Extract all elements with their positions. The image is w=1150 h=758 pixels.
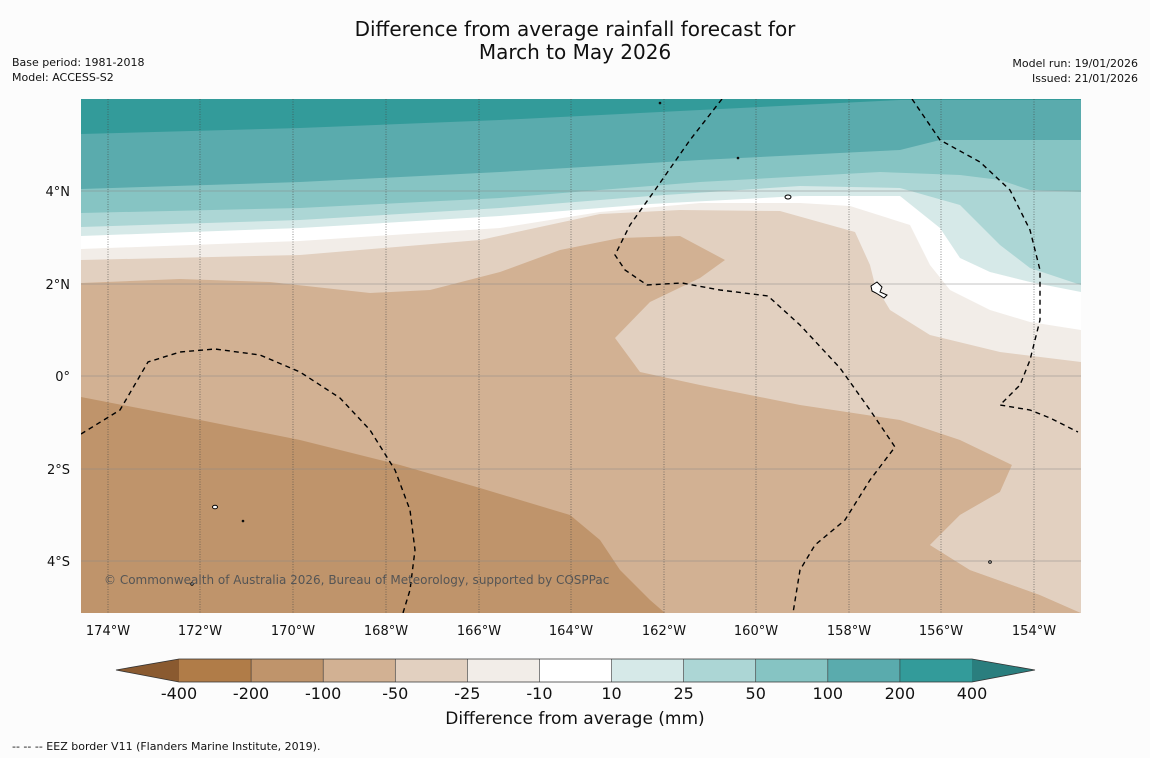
band-200-400 [81, 99, 1081, 134]
band-neg25-neg50-se [930, 450, 1081, 613]
model-run: Model run: 19/01/2026 [1012, 57, 1138, 70]
colorbar-cells [179, 659, 973, 682]
lon-label-160w: 160°W [734, 624, 778, 639]
eez-legend-note: -- -- -- EEZ border V11 (Flanders Marine… [12, 740, 321, 753]
lat-label-4s: 4°S [47, 555, 70, 570]
colorbar-tick-label: 200 [885, 684, 916, 703]
lon-labels: 174°W 172°W 170°W 168°W 166°W 164°W 162°… [86, 624, 1056, 639]
colorbar-cell [755, 659, 829, 682]
lon-label-172w: 172°W [178, 624, 222, 639]
lon-label-162w: 162°W [642, 624, 686, 639]
island-dot-3 [988, 560, 992, 564]
graticule-lon [107, 99, 1035, 613]
island-dot [241, 519, 245, 523]
colorbar-extend-high [972, 659, 1035, 682]
model-name: Model: ACCESS-S2 [12, 71, 114, 84]
colorbar-extend-low [116, 659, 179, 682]
title-line-2: March to May 2026 [478, 40, 672, 64]
lat-label-2n: 2°N [46, 278, 71, 293]
lat-labels: 4°N 2°N 0° 2°S 4°S [46, 185, 71, 570]
colorbar-tick-label: 50 [746, 684, 766, 703]
meta-right: Model run: 19/01/2026 Issued: 21/01/2026 [1012, 56, 1138, 86]
island-atoll [870, 281, 888, 299]
meta-left: Base period: 1981-2018 Model: ACCESS-S2 [12, 55, 144, 85]
chart-title: Difference from average rainfall forecas… [0, 18, 1150, 64]
colorbar-outline [115, 658, 1036, 683]
island-dot-5 [736, 156, 740, 160]
colorbar-cell [827, 659, 901, 682]
eez-border-west [81, 348, 416, 613]
colorbar-labels: -400 -200 -100 -50 -25 -10 10 25 50 100 200 400 [161, 684, 987, 703]
base-period: Base period: 1981-2018 [12, 56, 145, 69]
colorbar-cell [683, 659, 757, 682]
lon-label-166w: 166°W [457, 624, 501, 639]
colorbar-cell [323, 659, 396, 682]
colorbar-cell [611, 659, 685, 682]
colorbar-cell [539, 659, 613, 682]
colorbar-cell [467, 659, 540, 682]
colorbar-tick-label: 10 [601, 684, 621, 703]
colorbar-tick-label: -25 [454, 684, 480, 703]
map-area: © Commonwealth of Australia 2026, Bureau… [81, 99, 1081, 613]
eez-border-east [911, 99, 1079, 433]
lon-label-164w: 164°W [549, 624, 593, 639]
colorbar-tick-label: -10 [526, 684, 552, 703]
colorbar-cell [899, 659, 973, 682]
island-dot-4 [658, 101, 662, 105]
title-line-1: Difference from average rainfall forecas… [354, 17, 796, 41]
lon-label-158w: 158°W [827, 624, 871, 639]
colorbar-tick-label: -400 [161, 684, 197, 703]
lon-label-168w: 168°W [364, 624, 408, 639]
lon-label-174w: 174°W [86, 624, 130, 639]
islands [190, 101, 992, 586]
graticule-lat [81, 190, 1081, 562]
colorbar-tick-label: -100 [305, 684, 341, 703]
colorbar-tick-label: -50 [382, 684, 408, 703]
colorbar-tick-label: 100 [813, 684, 844, 703]
issued-date: Issued: 21/01/2026 [1031, 72, 1138, 85]
lat-label-0: 0° [55, 370, 70, 385]
colorbar-cell [251, 659, 324, 682]
island-dot-2 [190, 582, 194, 586]
eez-borders [81, 99, 1079, 613]
colorbar-tick-label: -200 [233, 684, 269, 703]
colorbar-tick-label: 400 [957, 684, 988, 703]
lat-label-2s: 2°S [47, 463, 70, 478]
colorbar-title: Difference from average (mm) [445, 709, 705, 729]
band-neg100-neg200 [81, 397, 665, 613]
colorbar-tick-label: 25 [673, 684, 693, 703]
copyright-notice: © Commonwealth of Australia 2026, Bureau… [104, 573, 609, 587]
island-southwest [212, 504, 218, 510]
lat-label-4n: 4°N [46, 185, 71, 200]
lon-label-170w: 170°W [271, 624, 315, 639]
lon-label-156w: 156°W [919, 624, 963, 639]
colorbar-cell [179, 659, 252, 682]
lon-label-154w: 154°W [1012, 624, 1056, 639]
colorbar-cell [395, 659, 468, 682]
island-north [784, 194, 792, 200]
eez-border-central [614, 99, 896, 613]
colorbar: -400 -200 -100 -50 -25 -10 10 25 50 100 200 400 [115, 658, 1036, 703]
